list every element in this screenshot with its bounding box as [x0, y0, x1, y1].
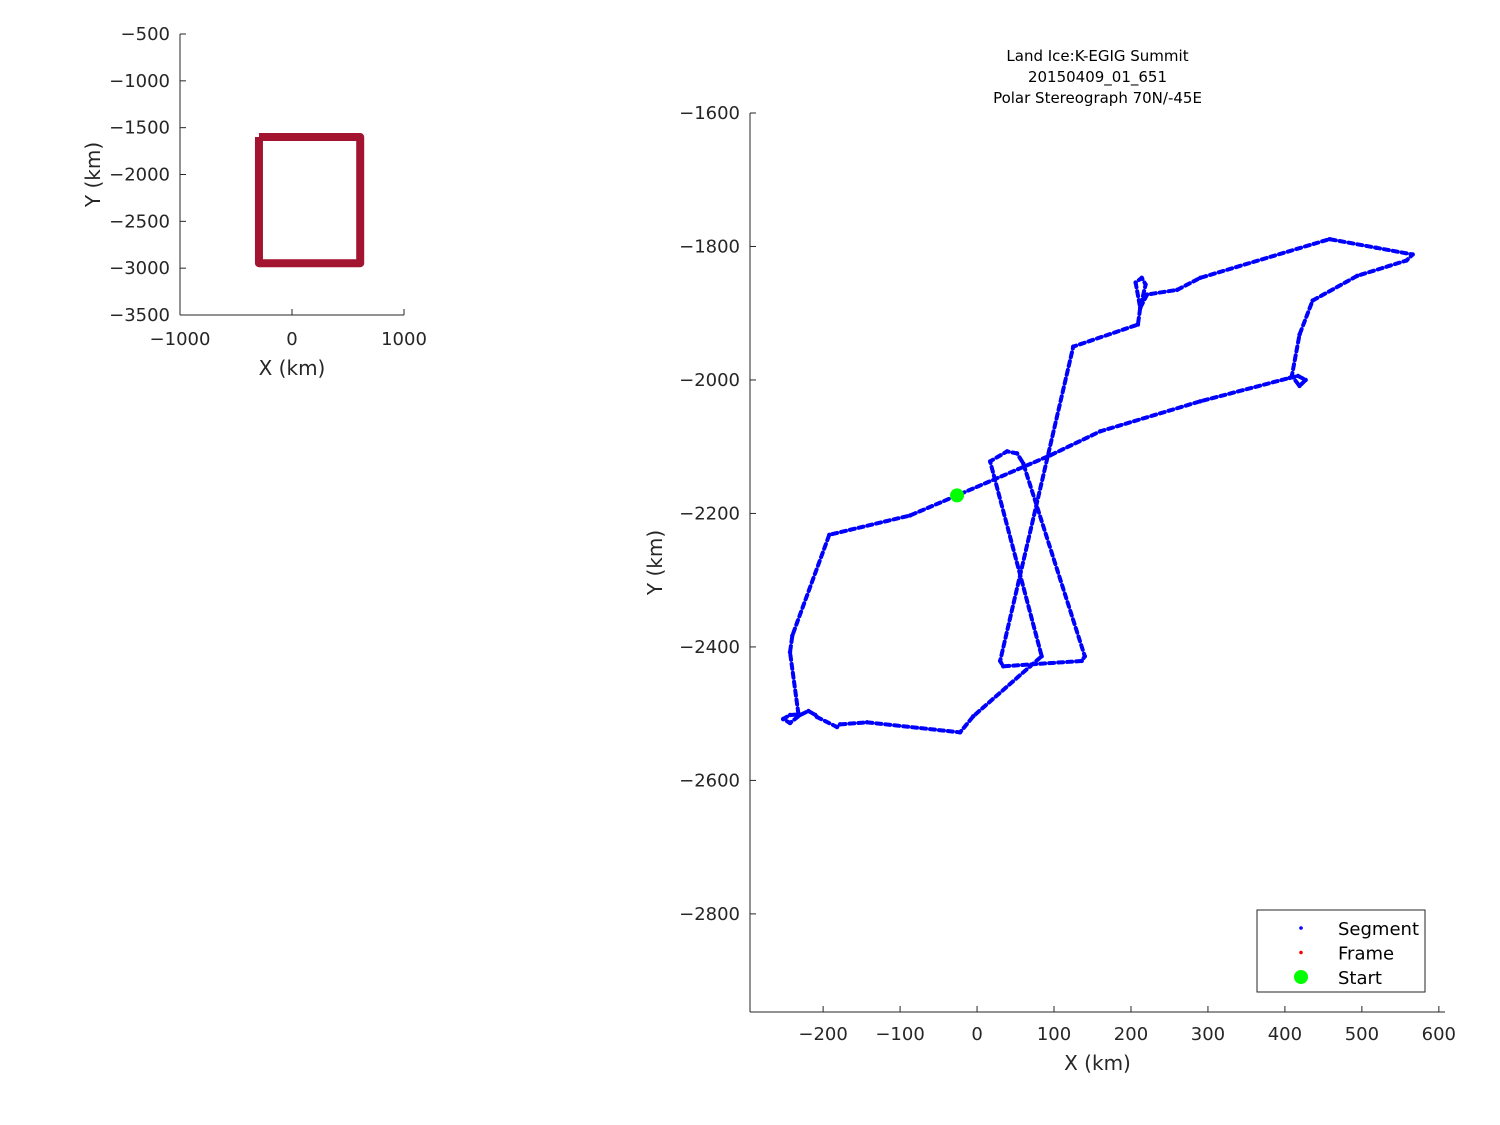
legend-label-frame: Frame	[1338, 944, 1394, 965]
segment-point	[1135, 322, 1141, 327]
title-line-3: Polar Stereograph 70N/-45E	[993, 89, 1202, 107]
y-tick-label: −3000	[109, 258, 170, 279]
y-tick-label: −2000	[679, 370, 740, 391]
y-tick-label: −2400	[679, 637, 740, 658]
x-tick-label: 0	[971, 1024, 982, 1045]
segment-point	[797, 712, 803, 718]
y-tick-label: −1600	[679, 103, 740, 124]
legend-marker-segment	[1299, 926, 1303, 930]
segment-point	[814, 714, 820, 720]
segment-point	[1297, 332, 1302, 337]
segment-point	[787, 720, 793, 726]
segment-point	[864, 720, 870, 725]
start-marker	[950, 488, 965, 503]
y-tick-label: −3500	[109, 305, 170, 326]
y-axis-label: Y (km)	[81, 142, 105, 208]
segment-point	[790, 633, 795, 638]
segment-point	[1295, 373, 1301, 379]
y-tick-label: −1500	[109, 118, 170, 139]
legend-label-start: Start	[1338, 968, 1382, 989]
segment-point	[1410, 252, 1415, 257]
segment-point	[1139, 275, 1144, 281]
segment-point	[1404, 258, 1409, 263]
axes-1: −200 −100 0 100 200 300 400 500 600 −1600 −1800 −20…	[643, 47, 1456, 1075]
segment-point	[997, 658, 1003, 664]
y-tick-label: −1000	[109, 71, 170, 92]
segment-point	[1039, 654, 1044, 659]
title-line-2: 20150409_01_651	[1028, 68, 1167, 87]
y-axis-label: Y (km)	[643, 530, 667, 596]
segment-point	[1079, 658, 1084, 664]
segment-point	[787, 712, 793, 718]
segment-point	[787, 650, 793, 655]
segment-point	[1198, 275, 1203, 281]
y-tick-label: −2600	[679, 770, 740, 791]
segment-point	[806, 708, 811, 714]
segment-point	[1138, 305, 1143, 311]
y-tick-label: −2000	[109, 165, 170, 186]
segment-point	[1047, 453, 1053, 458]
y-tick-label: −2200	[679, 503, 740, 524]
y-tick-label: −2500	[109, 211, 170, 232]
segment-point	[1133, 280, 1138, 285]
legend: Segment Frame Start	[1256, 909, 1426, 993]
segment-point	[907, 513, 913, 518]
title-line-1: Land Ice:K-EGIG Summit	[1006, 47, 1188, 65]
segment-point	[1001, 664, 1006, 669]
x-tick-label: 200	[1114, 1024, 1148, 1045]
x-tick-label: −200	[798, 1024, 847, 1045]
x-tick-label: 100	[1037, 1024, 1071, 1045]
y-tick-label: −500	[121, 24, 170, 45]
y-tick-label: −2800	[679, 904, 740, 925]
segment-point	[957, 730, 963, 735]
segment-point	[1097, 429, 1103, 434]
segment-point	[1303, 377, 1308, 383]
legend-box	[1256, 909, 1426, 993]
segment-point	[971, 714, 976, 719]
segment-point	[780, 716, 786, 722]
x-tick-label: 1000	[381, 329, 427, 350]
segment-point	[1174, 287, 1180, 293]
x-axis-label: X (km)	[259, 356, 326, 380]
x-tick-label: −100	[875, 1024, 924, 1045]
segment-point	[1310, 298, 1315, 303]
x-tick-label: −1000	[150, 329, 211, 350]
segment-point	[834, 724, 840, 730]
legend-marker-frame	[1299, 950, 1303, 955]
segment-point	[1144, 292, 1150, 297]
segment-point	[1327, 236, 1332, 242]
segment-point	[1027, 664, 1033, 669]
extent-rectangle	[254, 133, 365, 268]
segment-point	[1355, 273, 1360, 279]
x-tick-label: 600	[1422, 1024, 1456, 1045]
segment-point	[1082, 654, 1088, 659]
x-tick-label: 400	[1268, 1024, 1302, 1045]
x-tick-label: 300	[1191, 1024, 1225, 1045]
segment-point	[1004, 449, 1010, 454]
legend-marker-start	[1294, 970, 1308, 984]
x-tick-label: 500	[1345, 1024, 1379, 1045]
segment-point	[1014, 451, 1020, 456]
x-axis-label: X (km)	[1064, 1051, 1131, 1075]
segment-point	[1071, 344, 1076, 349]
segment-point	[1374, 245, 1379, 251]
segment-point	[1198, 399, 1203, 404]
segment-point	[837, 722, 843, 727]
segment-point	[1287, 375, 1292, 381]
segment-point	[987, 459, 993, 464]
legend-label-segment: Segment	[1338, 919, 1419, 940]
y-tick-label: −1800	[679, 236, 740, 257]
segment-point	[827, 532, 832, 538]
segment-point	[1143, 282, 1148, 287]
x-tick-label: 0	[286, 329, 297, 350]
axes-0: −1000 0 1000 −500 −1000 −1500 −2000 −2500 −3000 −…	[81, 24, 427, 380]
segment-track	[781, 237, 1415, 735]
segment-point	[1021, 461, 1026, 466]
segment-point	[1297, 383, 1302, 389]
